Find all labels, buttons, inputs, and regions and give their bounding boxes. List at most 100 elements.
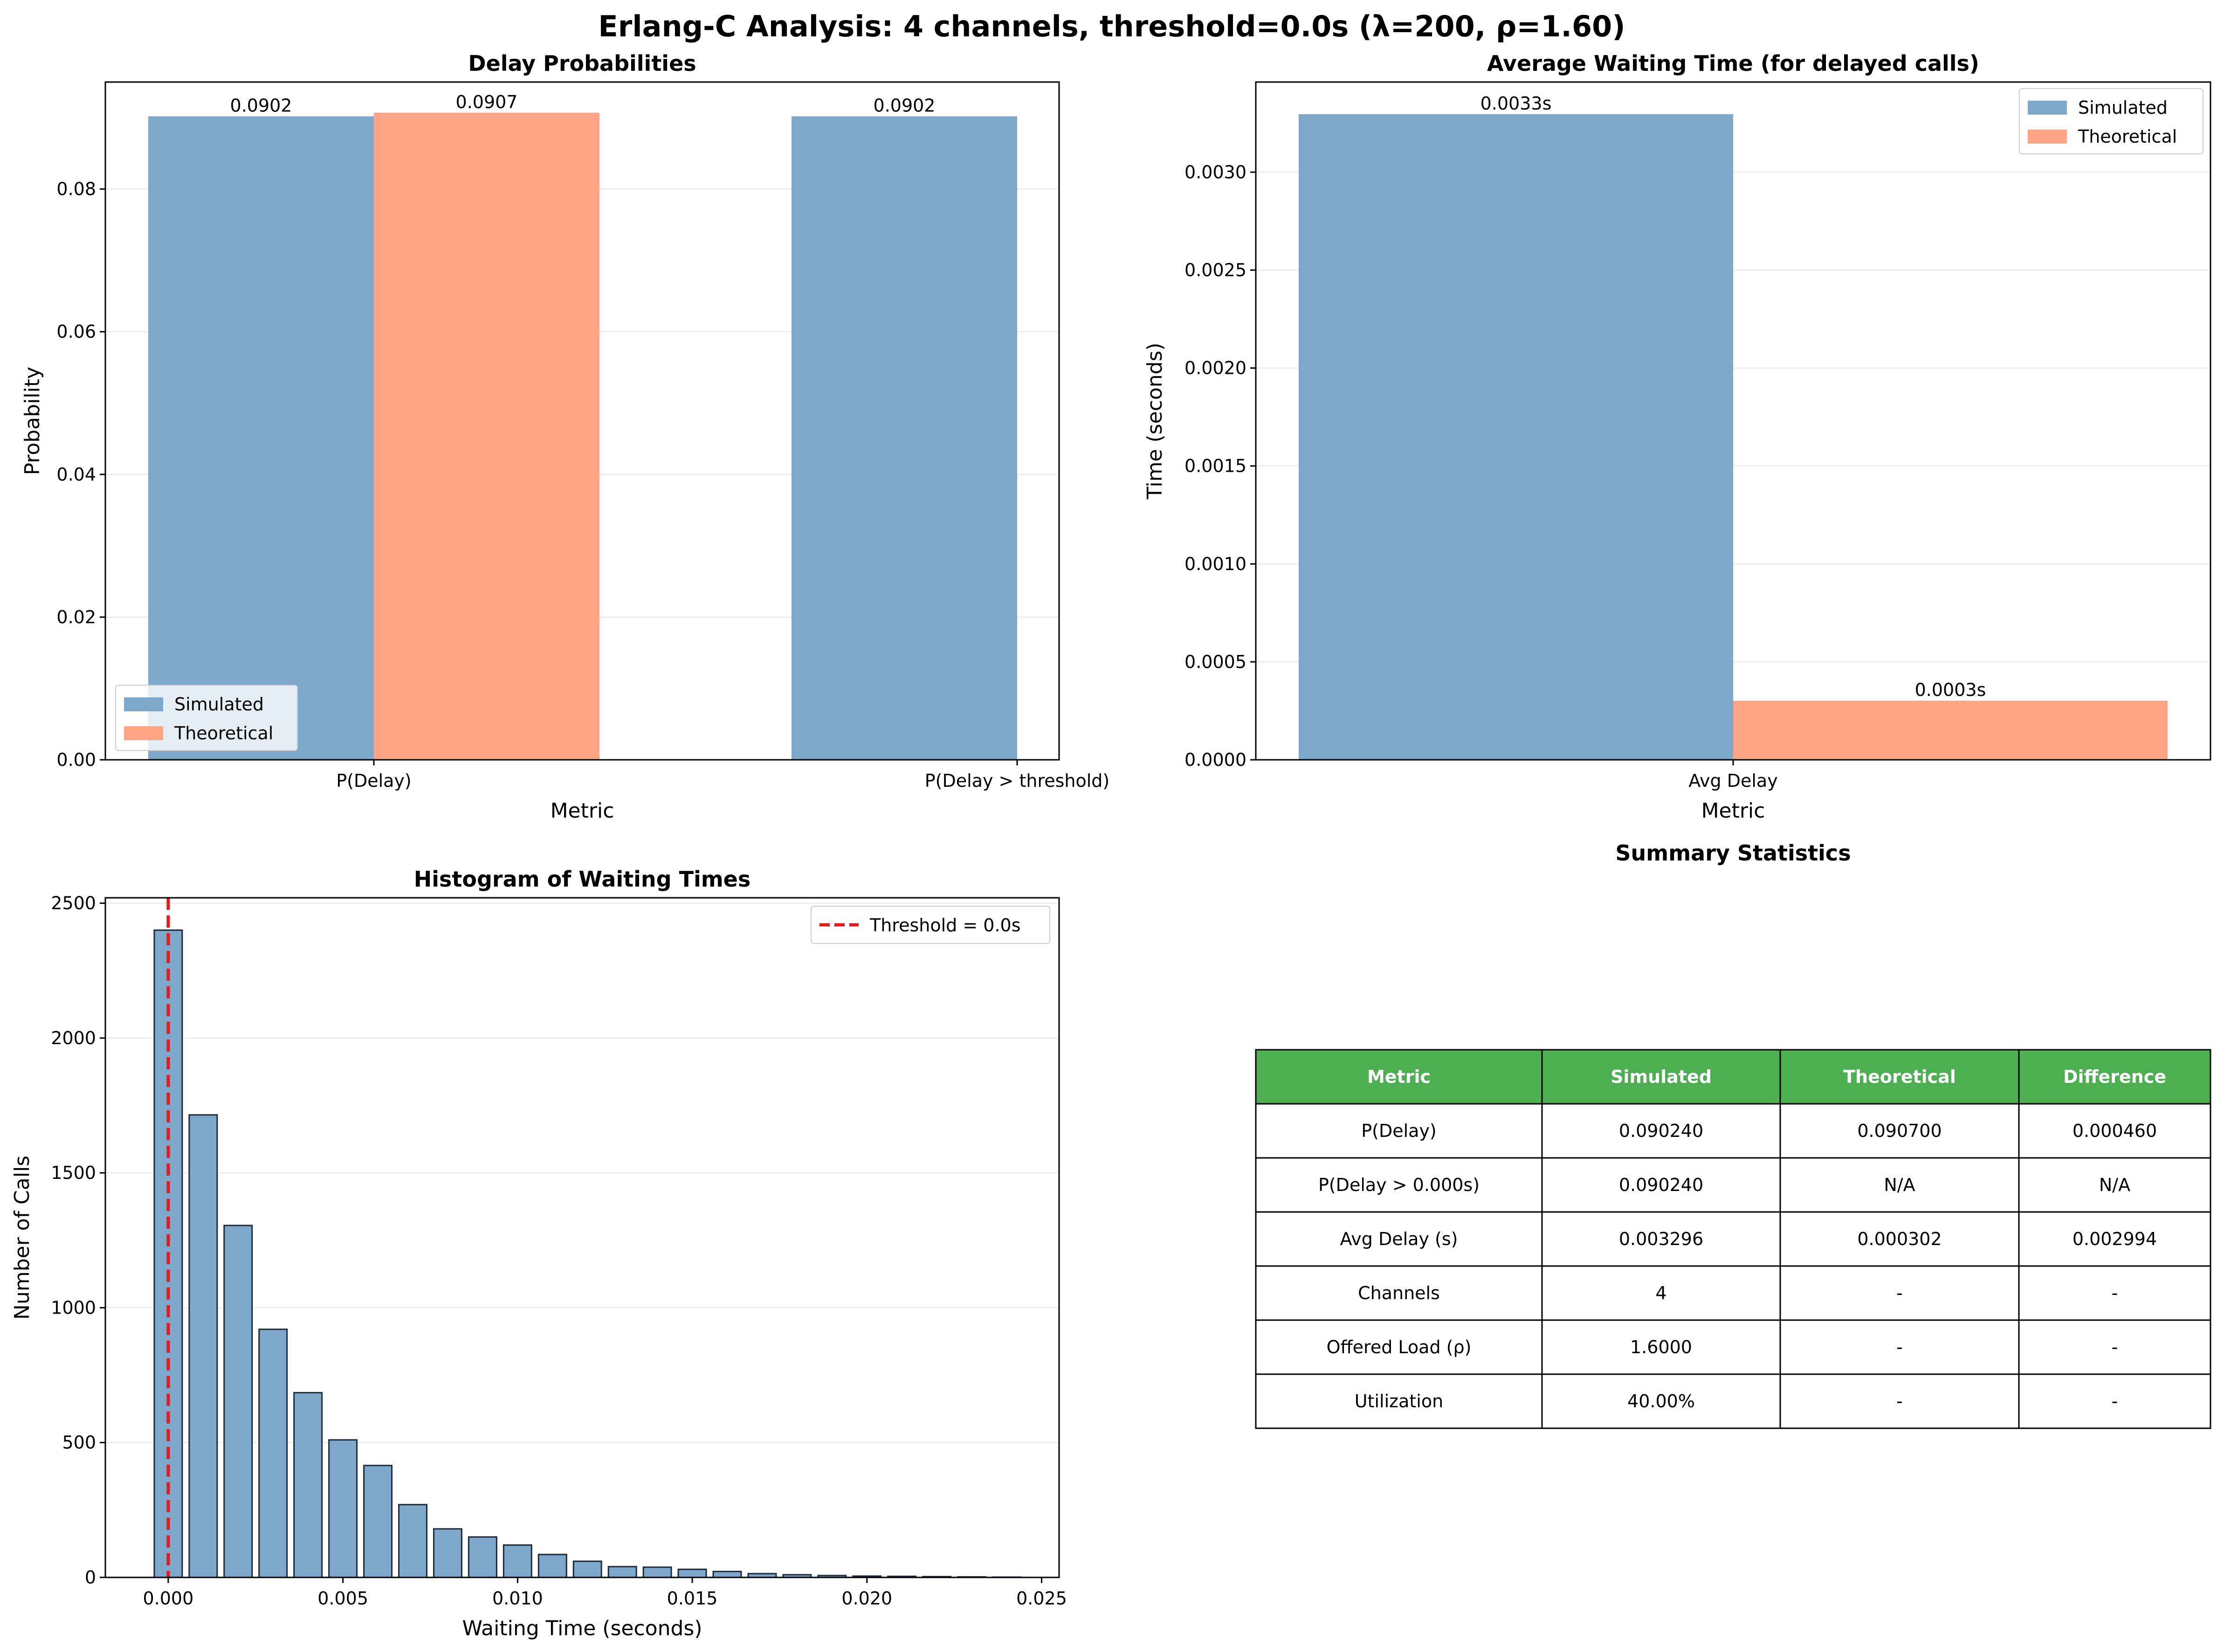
table-cell (2018, 1157, 2211, 1213)
table-cell-text: N/A (1884, 1175, 1915, 1195)
table-cell (2018, 1373, 2211, 1429)
bar-simulated-p-delay-threshold (792, 116, 1017, 760)
avg-wait-ytick-label: 0.0015 (1184, 456, 1246, 476)
average-waiting-time-ylabel: Time (seconds) (1143, 343, 1167, 500)
table-header-cell (1255, 1049, 1543, 1105)
histogram-xtick-label: 0.015 (667, 1588, 718, 1609)
table-cell (1541, 1265, 1781, 1321)
table-cell-text: 0.090240 (1619, 1121, 1703, 1141)
legend-swatch-simulated (124, 697, 163, 711)
table-cell (1541, 1211, 1781, 1267)
histogram-xlabel: Waiting Time (seconds) (462, 1617, 702, 1640)
table-cell (2018, 1211, 2211, 1267)
table-cell-text: - (1896, 1337, 1903, 1357)
table-cell (1255, 1211, 1543, 1267)
histogram-legend: Threshold = 0.0s (811, 906, 1050, 944)
histogram-xtick-label: 0.010 (492, 1588, 543, 1609)
avg-wait-xtick-avg-delay: Avg Delay (1688, 771, 1777, 791)
histogram-xtick-label: 0.005 (317, 1588, 368, 1609)
histogram-bar-1 (188, 1114, 218, 1578)
delay-prob-xtick-p-delay: P(Delay) (336, 771, 412, 791)
average-waiting-time-title: Average Waiting Time (for delayed calls) (1487, 51, 1979, 76)
table-cell (1255, 1319, 1543, 1375)
histogram-ylabel: Number of Calls (10, 1156, 34, 1320)
data-label-simulated-p-delay: 0.0902 (230, 95, 292, 116)
delay-prob-ytick-label: 0.04 (56, 464, 96, 485)
histogram-xtick-label: 0.020 (841, 1588, 892, 1609)
histogram-bar-8 (433, 1528, 462, 1578)
table-cell (1779, 1265, 2020, 1321)
table-cell-text: 0.003296 (1619, 1229, 1703, 1249)
delay-prob-ytick-label: 0.02 (56, 607, 96, 627)
table-cell-text: N/A (2099, 1175, 2130, 1195)
histogram-bar-2 (223, 1225, 253, 1578)
table-cell-text: - (1896, 1391, 1903, 1411)
table-header-metric: Metric (1367, 1067, 1431, 1087)
table-cell-text: 1.6000 (1630, 1337, 1692, 1357)
avg-wait-ytick-label: 0.0005 (1184, 652, 1246, 672)
table-cell (1779, 1157, 2020, 1213)
table-cell (1255, 1265, 1543, 1321)
delay-probabilities-chart: 0.0902 0.0907 0.0902 0.00 0.02 0.04 0.06 0.08 P… (21, 51, 1109, 823)
table-cell-text: Channels (1358, 1283, 1440, 1303)
histogram-bar-13 (607, 1566, 637, 1578)
histogram-bar-4 (293, 1392, 323, 1578)
table-cell (1541, 1103, 1781, 1159)
legend-label-threshold: Threshold = 0.0s (869, 915, 1021, 936)
avg-wait-ytick-label: 0.0025 (1184, 260, 1246, 280)
table-cell (2018, 1319, 2211, 1375)
delay-prob-xtick-p-delay-threshold: P(Delay > threshold) (925, 771, 1110, 791)
table-cell-text: 0.000302 (1857, 1229, 1942, 1249)
legend-swatch-theoretical (2028, 130, 2067, 144)
data-label-simulated-avg-delay: 0.0033s (1480, 93, 1552, 114)
table-cell-text: - (2112, 1337, 2118, 1357)
legend-label-simulated: Simulated (2078, 97, 2168, 118)
average-waiting-time-chart: 0.0033s 0.0003s 0.0000 0.0005 0.0010 0.0015 0… (1143, 51, 2211, 823)
table-cell (1255, 1103, 1543, 1159)
average-waiting-time-xlabel: Metric (1701, 799, 1765, 823)
table-cell-text: 4 (1655, 1283, 1666, 1303)
histogram-bar-6 (363, 1465, 393, 1578)
figure-title: Erlang-C Analysis: 4 channels, threshold… (598, 9, 1625, 43)
table-header-theoretical: Theoretical (1843, 1067, 1956, 1087)
table-cell (2018, 1265, 2211, 1321)
table-cell (1779, 1103, 2020, 1159)
table-cell-text: 0.000460 (2073, 1121, 2157, 1141)
table-cell-text: 0.002994 (2073, 1229, 2157, 1249)
avg-wait-ytick-label: 0.0000 (1184, 750, 1246, 770)
table-header-simulated: Simulated (1611, 1067, 1712, 1087)
data-label-theoretical-p-delay: 0.0907 (456, 92, 518, 112)
data-label-theoretical-avg-delay: 0.0003s (1915, 680, 1986, 700)
bar-simulated-p-delay (148, 116, 374, 760)
table-cell (1779, 1373, 2020, 1429)
delay-probabilities-title: Delay Probabilities (468, 51, 696, 76)
avg-wait-ytick-label: 0.0010 (1184, 554, 1246, 574)
summary-statistics-table: Summary Statistics Metric Simulated Theore… (1255, 840, 2211, 1429)
histogram-bar-7 (398, 1504, 427, 1578)
legend-label-theoretical: Theoretical (2078, 126, 2177, 147)
table-cell-text: Offered Load (ρ) (1327, 1337, 1472, 1357)
histogram-ytick-label: 0 (85, 1567, 96, 1588)
table-cell (1255, 1373, 1543, 1429)
table-cell-text: P(Delay) (1361, 1121, 1437, 1141)
histogram-bar-5 (328, 1439, 358, 1578)
histogram-bar-16 (712, 1570, 742, 1578)
histogram-title: Histogram of Waiting Times (414, 867, 751, 892)
table-cell-text: P(Delay > 0.000s) (1318, 1175, 1480, 1195)
histogram-bar-9 (468, 1536, 497, 1578)
histogram-bar-11 (537, 1554, 567, 1578)
histogram-ytick-label: 500 (62, 1432, 96, 1453)
data-label-simulated-p-delay-threshold: 0.0902 (874, 95, 936, 116)
table-header-cell (1541, 1049, 1781, 1105)
waiting-time-histogram: 0 500 1000 1500 2000 2500 0.000 0.005 0.010 0.015… (10, 867, 1067, 1640)
table-cell-text: Avg Delay (s) (1340, 1229, 1458, 1249)
histogram-xtick-label: 0.025 (1016, 1588, 1067, 1609)
delay-prob-ytick-label: 0.08 (56, 179, 96, 200)
table-header-cell (1779, 1049, 2020, 1105)
legend-label-theoretical: Theoretical (174, 723, 273, 743)
histogram-ytick-label: 1500 (51, 1163, 96, 1183)
delay-prob-ytick-label: 0.00 (56, 750, 96, 770)
table-cell-text: - (2112, 1283, 2118, 1303)
histogram-ytick-label: 1000 (51, 1297, 96, 1318)
